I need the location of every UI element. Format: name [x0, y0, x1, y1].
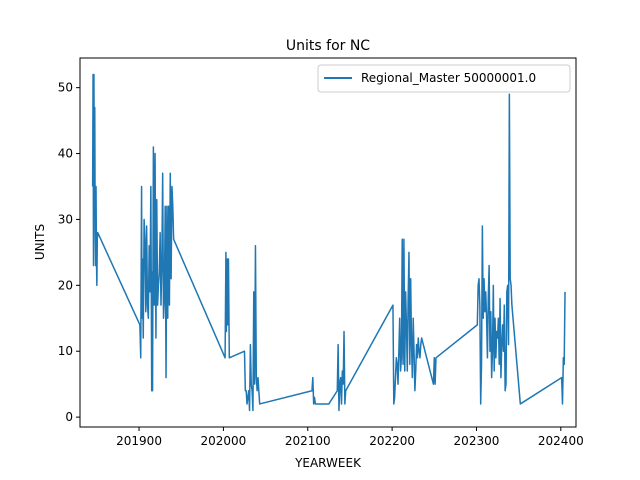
y-tick-label: 20 — [58, 278, 73, 292]
y-tick-label: 40 — [58, 147, 73, 161]
plot-area — [79, 57, 577, 428]
x-tick-label: 202200 — [369, 434, 415, 448]
y-tick-label: 0 — [65, 410, 73, 424]
x-axis: 201900 202000 202100 202200 202300 202400 — [116, 427, 584, 448]
plot-frame — [79, 57, 577, 428]
y-tick-label: 50 — [58, 81, 73, 95]
x-tick-label: 202300 — [454, 434, 500, 448]
legend-box — [317, 64, 571, 93]
x-tick-label: 202400 — [538, 434, 584, 448]
y-axis: 0 10 20 30 40 50 — [58, 81, 80, 424]
legend: Regional_Master 50000001.0 — [317, 64, 571, 93]
x-tick-label: 202000 — [200, 434, 246, 448]
y-tick-label: 30 — [58, 212, 73, 226]
chart-title: Units for NC — [286, 38, 370, 54]
legend-label: Regional_Master 50000001.0 — [361, 71, 536, 85]
series-line-0 — [91, 73, 566, 412]
series-layer — [91, 73, 566, 412]
x-axis-label: YEARWEEK — [294, 456, 362, 470]
x-tick-label: 201900 — [116, 434, 162, 448]
y-tick-label: 10 — [58, 344, 73, 358]
x-tick-label: 202100 — [285, 434, 331, 448]
y-axis-label: UNITS — [33, 224, 47, 260]
